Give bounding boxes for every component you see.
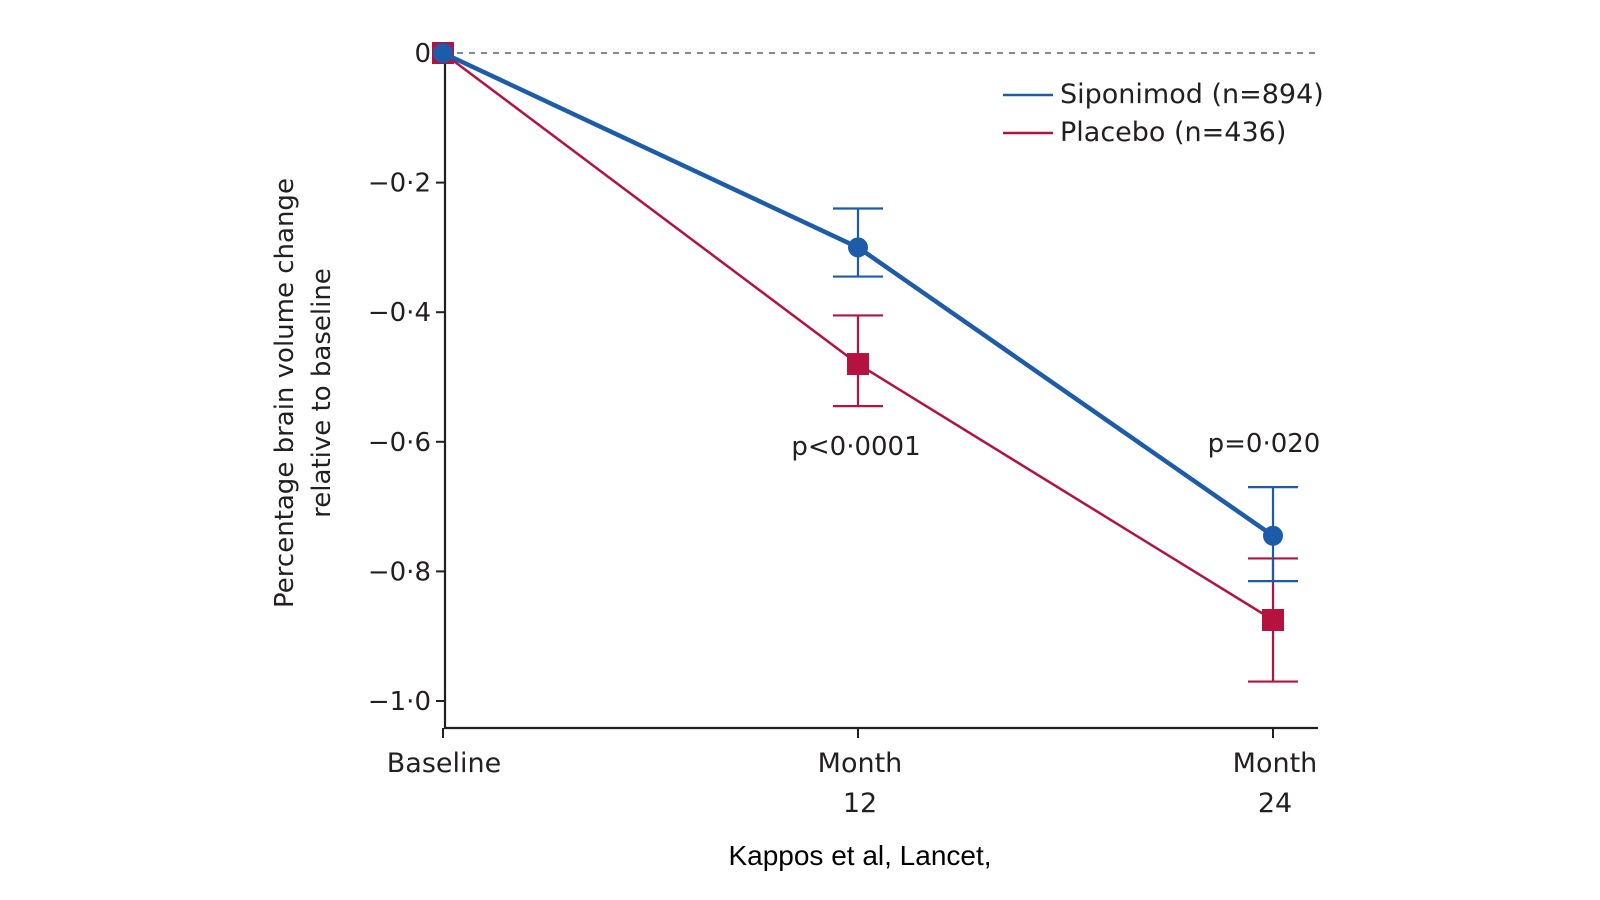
x-tick-label: Month bbox=[1233, 748, 1318, 779]
x-tick-label: 12 bbox=[843, 788, 877, 819]
p-value-annotation: p=0·020 bbox=[1208, 429, 1321, 459]
p-value-annotation: p<0·0001 bbox=[791, 432, 920, 462]
y-tick-label: −0·4 bbox=[368, 298, 431, 328]
data-point bbox=[848, 237, 868, 258]
y-tick-label: −0·2 bbox=[368, 169, 431, 199]
legend-label: Placebo (n=436) bbox=[1060, 117, 1286, 148]
axes bbox=[443, 45, 1318, 730]
y-axis-label-line: Percentage brain volume change bbox=[270, 178, 300, 608]
y-tick-label: −0·6 bbox=[368, 428, 431, 458]
data-point bbox=[1263, 525, 1283, 546]
x-tick-label: Month bbox=[818, 748, 903, 779]
x-tick-label: 24 bbox=[1258, 788, 1292, 819]
y-tick-label: 0 bbox=[414, 39, 431, 69]
data-point bbox=[433, 43, 453, 63]
y-axis-ticks: 0 −0·2 −0·4 −0·6 −0·8 −1·0 bbox=[368, 39, 445, 717]
y-axis-label: Percentage brain volume change relative t… bbox=[270, 178, 337, 608]
x-axis-ticks: Baseline Month 12 Month 24 bbox=[387, 728, 1318, 819]
data-point bbox=[847, 353, 869, 376]
y-tick-label: −0·8 bbox=[368, 557, 431, 587]
source-citation-text: Kappos et al, Lancet, bbox=[728, 840, 992, 871]
annotation-layer: p<0·0001 p=0·020 bbox=[791, 429, 1320, 462]
y-axis-label-line: relative to baseline bbox=[307, 268, 337, 518]
legend: Siponimod (n=894) Placebo (n=436) bbox=[1003, 79, 1324, 148]
data-point bbox=[1262, 609, 1284, 631]
source-citation: Kappos et al, Lancet, bbox=[0, 840, 1600, 872]
series-layer bbox=[432, 42, 1298, 683]
legend-label: Siponimod (n=894) bbox=[1060, 79, 1324, 110]
y-tick-label: −1·0 bbox=[368, 687, 431, 717]
series-placebo bbox=[432, 42, 1298, 683]
series-siponimod bbox=[433, 43, 1298, 583]
x-tick-label: Baseline bbox=[387, 748, 501, 779]
